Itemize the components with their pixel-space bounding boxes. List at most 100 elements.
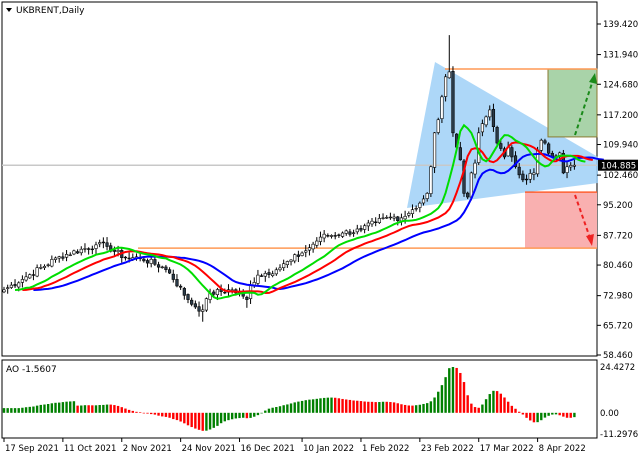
ao-bar	[175, 412, 179, 421]
ao-bar	[253, 412, 256, 417]
candle	[348, 228, 352, 237]
ao-bar	[271, 407, 274, 413]
candle	[318, 231, 323, 246]
ao-bar	[46, 403, 50, 413]
candle	[440, 94, 444, 124]
ao-bar	[135, 411, 138, 413]
candle	[282, 259, 286, 271]
ao-bar	[484, 399, 488, 413]
ao-bar	[315, 398, 318, 413]
ao-bar	[540, 412, 543, 421]
arrow-up-icon	[574, 79, 594, 136]
candle	[539, 138, 543, 153]
candle	[374, 217, 378, 227]
ao-bar	[311, 399, 315, 413]
ao-bar	[150, 412, 153, 415]
candle	[425, 192, 429, 202]
ao-bar	[455, 367, 458, 413]
ao-bar	[172, 412, 175, 420]
candle	[484, 115, 488, 128]
ao-bar	[113, 405, 116, 413]
ao-bar	[13, 408, 17, 413]
candle	[432, 131, 437, 174]
ao-bar	[21, 407, 24, 413]
ao-bar	[392, 402, 396, 413]
ao-bar	[422, 403, 425, 413]
price-axis-label: 131.940	[603, 51, 638, 61]
ao-bar	[374, 402, 377, 413]
ao-bar	[142, 412, 146, 414]
ao-bar	[330, 397, 333, 413]
drawing-objects	[2, 62, 598, 249]
ao-bar	[267, 408, 271, 413]
candle	[64, 250, 69, 262]
candle	[436, 117, 440, 135]
candle	[94, 241, 98, 255]
ao-bar	[536, 412, 539, 423]
ao-bar	[510, 405, 514, 413]
price-axis-label: 58.460	[603, 351, 633, 361]
ao-bar	[370, 401, 374, 413]
candle	[329, 234, 334, 239]
candle	[171, 269, 175, 283]
price-axis-label: 102.460	[603, 171, 638, 181]
ao-bar	[161, 412, 164, 417]
candle	[20, 275, 25, 288]
candle	[359, 225, 363, 233]
ao-bar	[407, 405, 410, 413]
candle	[46, 263, 50, 268]
ao-bar	[426, 403, 429, 413]
candle	[410, 204, 415, 218]
candle	[259, 273, 264, 277]
ao-bar	[153, 412, 157, 415]
candle	[186, 293, 190, 304]
candle	[315, 237, 319, 248]
triangle-down-icon[interactable]	[6, 8, 12, 12]
candle	[28, 273, 32, 279]
ao-bar	[109, 404, 112, 413]
ao-bar	[547, 412, 550, 416]
date-axis-label: 8 Apr 2022	[539, 444, 586, 454]
ao-bar	[83, 405, 87, 413]
ao-bar	[300, 400, 304, 413]
symmetrical-triangle-pattern[interactable]	[407, 62, 598, 208]
ao-bar	[197, 412, 201, 430]
candle	[385, 215, 389, 219]
candle	[182, 286, 186, 300]
ao-bar	[521, 412, 525, 415]
ao-bar	[554, 412, 558, 415]
ao-bar	[514, 408, 517, 413]
ao-bar	[72, 401, 76, 413]
upside-target-zone[interactable]	[547, 68, 598, 138]
ao-bar	[105, 404, 109, 413]
alligator-jaw-line	[33, 152, 604, 291]
downside-target-zone[interactable]	[525, 192, 597, 249]
ao-bar	[466, 395, 469, 413]
ao-bar	[54, 402, 57, 413]
alligator-lips-line	[14, 123, 586, 300]
candle	[61, 252, 65, 261]
arrows	[574, 73, 597, 246]
ao-bar	[39, 404, 42, 413]
candle	[488, 105, 492, 121]
price-axis-label: 95.200	[603, 201, 633, 211]
candle	[197, 301, 201, 317]
ao-bar	[87, 405, 90, 413]
ao-bar	[385, 401, 388, 413]
candle	[274, 267, 278, 276]
ao-bar	[518, 411, 521, 413]
date-axis-label: 17 Sep 2021	[5, 444, 59, 454]
ao-bar	[525, 412, 528, 418]
candle	[204, 297, 209, 312]
candle	[451, 66, 455, 137]
ao-bar	[32, 406, 35, 413]
ao-bar	[403, 404, 407, 413]
ao-bar	[120, 407, 123, 413]
candle	[366, 219, 370, 231]
candle	[340, 231, 345, 238]
ao-bar	[10, 408, 13, 413]
ao-bar	[532, 412, 536, 423]
candle	[105, 237, 109, 251]
ao-bar	[319, 398, 322, 413]
